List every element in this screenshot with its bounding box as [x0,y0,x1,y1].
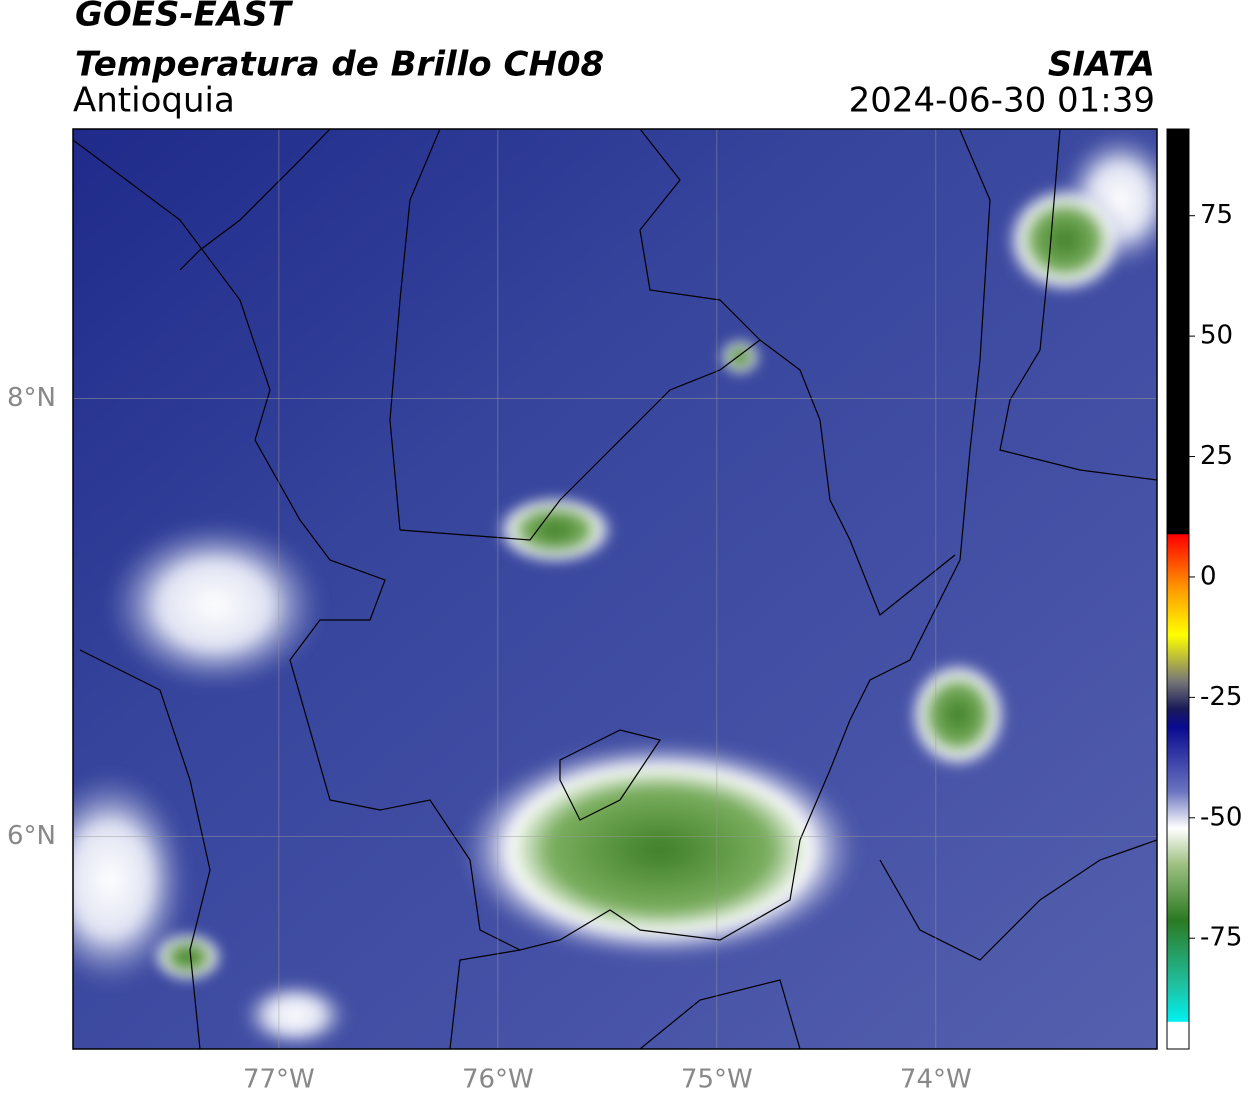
clouds [73,130,1157,1049]
colorbar-tick-label: 25 [1200,441,1233,471]
colorbar-tick-label: 50 [1200,321,1233,351]
map-frame [72,128,1158,1050]
title: GOES-EAST [75,0,294,35]
x-tick-label: 75°W [681,1065,753,1095]
colorbar-tick-label: 0 [1200,561,1217,591]
y-tick-label: 8°N [7,383,56,413]
region: Antioquia [73,81,235,121]
borders [73,129,1157,1049]
colorbar-tick-label: -75 [1200,923,1242,953]
x-tick-label: 74°W [900,1065,972,1095]
colorbar-tick-label: -25 [1200,682,1242,712]
colorbar-tick-label: -50 [1200,802,1242,832]
colorbar [1166,128,1190,1050]
y-tick-label: 6°N [7,821,56,851]
agency: SIATA [1048,45,1155,85]
subtitle: Temperatura de Brillo CH08 [75,45,604,85]
x-tick-label: 76°W [462,1065,534,1095]
colorbar-tick-label: 75 [1200,200,1233,230]
x-tick-label: 77°W [243,1065,315,1095]
gridlines [73,129,1157,1049]
timestamp: 2024-06-30 01:39 [849,81,1155,121]
map [73,129,1157,1049]
